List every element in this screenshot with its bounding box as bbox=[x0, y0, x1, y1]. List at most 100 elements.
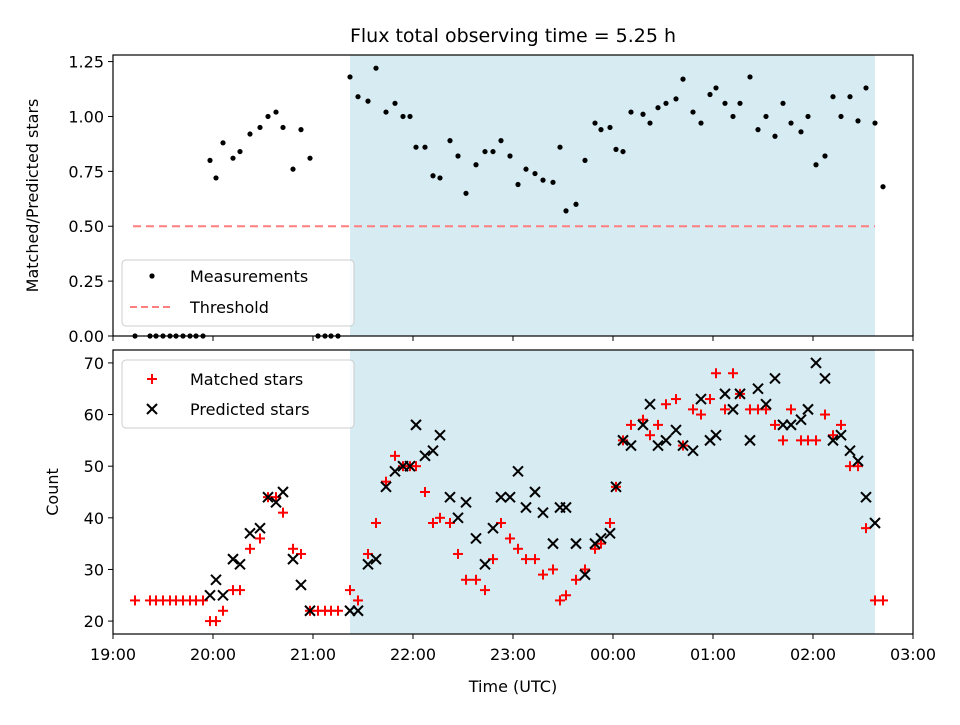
legend-label-measurements: Measurements bbox=[190, 267, 308, 286]
x-marker-b bbox=[719, 388, 731, 400]
matched-stars-point bbox=[480, 585, 490, 596]
x-marker-b bbox=[677, 439, 689, 452]
x-marker-b bbox=[760, 398, 772, 410]
matched-stars-point bbox=[590, 543, 600, 554]
predicted-stars-point bbox=[537, 506, 549, 519]
predicted-stars-point bbox=[277, 486, 289, 498]
measurement-point bbox=[298, 127, 304, 133]
x-marker-b bbox=[460, 496, 472, 509]
predicted-stars-point bbox=[410, 419, 422, 431]
x-marker-b bbox=[380, 481, 392, 493]
measurement-point bbox=[573, 201, 579, 207]
predicted-stars-point bbox=[860, 491, 872, 503]
measurement-point bbox=[490, 148, 496, 155]
x-marker-b bbox=[644, 398, 656, 410]
bottom-axis-ticks: 20 30 40 50 60 70 19:00 20:00 21:00 22:00 23:00 00:… bbox=[84, 354, 936, 664]
measurement-point bbox=[413, 144, 419, 150]
measurement-point bbox=[550, 179, 556, 185]
predicted-stars-point bbox=[710, 429, 722, 441]
predicted-stars-point bbox=[512, 465, 524, 478]
x-marker-b bbox=[560, 501, 572, 514]
measurement-point bbox=[257, 124, 263, 131]
matched-stars-point bbox=[278, 507, 288, 518]
measurement-point bbox=[407, 113, 413, 120]
legend-plus-marker bbox=[147, 374, 157, 384]
x-marker-b bbox=[802, 403, 814, 416]
matched-stars-point bbox=[381, 476, 391, 487]
x-marker-b bbox=[404, 460, 416, 472]
x-tick-label: 22:00 bbox=[390, 645, 436, 664]
measurement-point bbox=[598, 127, 604, 133]
predicted-stars-point bbox=[234, 558, 246, 570]
predicted-stars-point bbox=[610, 481, 622, 493]
x-axis-label: Time (UTC) bbox=[468, 677, 557, 696]
x-tick-label: 19:00 bbox=[90, 645, 136, 664]
matched-stars-point bbox=[571, 574, 581, 585]
predicted-stars-point bbox=[819, 372, 831, 385]
matched-stars-point bbox=[218, 605, 228, 616]
measurement-point bbox=[498, 138, 504, 144]
matched-stars-point bbox=[548, 564, 558, 575]
measurement-point bbox=[730, 113, 736, 120]
matched-stars-point bbox=[555, 595, 565, 606]
x-marker-b bbox=[610, 481, 622, 493]
x-marker-b bbox=[434, 429, 446, 441]
measurement-point bbox=[507, 153, 513, 159]
predicted-stars-point bbox=[869, 517, 881, 529]
x-tick-label: 21:00 bbox=[290, 645, 336, 664]
measurement-point bbox=[422, 144, 428, 150]
predicted-stars-point bbox=[802, 403, 814, 416]
x-marker-b bbox=[452, 512, 464, 524]
matched-stars-point bbox=[705, 394, 715, 405]
x-marker-b bbox=[352, 605, 364, 617]
measurement-point bbox=[847, 94, 853, 100]
measurement-point bbox=[788, 120, 794, 126]
matched-stars-point bbox=[505, 533, 515, 544]
x-marker-b bbox=[604, 527, 616, 540]
matched-stars-point bbox=[245, 543, 255, 554]
predicted-stars-point bbox=[504, 491, 516, 503]
shaded-observing-window-bottom bbox=[350, 350, 875, 634]
measurement-point bbox=[463, 190, 469, 196]
predicted-stars-point bbox=[287, 553, 299, 565]
top-axis-ticks: 0.00 0.25 0.50 0.75 1.00 1.25 bbox=[68, 53, 914, 346]
x-tick-label: 23:00 bbox=[490, 645, 536, 664]
x-marker-b bbox=[785, 419, 797, 431]
legend-label-predicted-stars: Predicted stars bbox=[190, 400, 310, 419]
matched-stars-point bbox=[198, 595, 208, 606]
measurement-point bbox=[763, 113, 769, 120]
matched-stars-point bbox=[580, 564, 590, 575]
top-y-tick-label: 1.25 bbox=[68, 53, 104, 72]
measurement-point bbox=[737, 100, 743, 106]
bottom-y-tick-label: 40 bbox=[84, 509, 104, 528]
predicted-stars-point bbox=[852, 455, 864, 467]
measurement-point bbox=[673, 96, 679, 102]
x-marker-b bbox=[295, 579, 307, 591]
measurement-point bbox=[613, 146, 619, 152]
matched-stars-point bbox=[271, 492, 281, 503]
matched-stars-point bbox=[605, 517, 615, 528]
measurement-point bbox=[265, 113, 271, 120]
measurement-point bbox=[747, 74, 753, 80]
matched-stars-point bbox=[333, 605, 343, 616]
measurement-point bbox=[392, 100, 398, 106]
matched-stars-point bbox=[371, 517, 381, 528]
matched-stars-point bbox=[878, 595, 888, 606]
predicted-stars-point bbox=[595, 532, 607, 545]
measurement-point bbox=[447, 138, 453, 144]
x-marker-b bbox=[244, 527, 256, 540]
predicted-stars-point bbox=[827, 434, 839, 447]
matched-stars-point bbox=[530, 554, 540, 565]
x-marker-b bbox=[570, 537, 582, 550]
x-marker-b bbox=[470, 532, 482, 545]
predicted-stars-point bbox=[444, 491, 456, 503]
x-marker-b bbox=[487, 522, 499, 534]
legend-marker-matched-stars bbox=[147, 374, 157, 384]
bottom-y-tick-label: 20 bbox=[84, 612, 104, 631]
x-marker-b bbox=[744, 434, 756, 447]
top-y-tick-label: 1.00 bbox=[68, 107, 104, 126]
matched-stars-point bbox=[661, 399, 671, 410]
predicted-stars-point bbox=[452, 512, 464, 524]
measurement-point bbox=[400, 113, 406, 120]
